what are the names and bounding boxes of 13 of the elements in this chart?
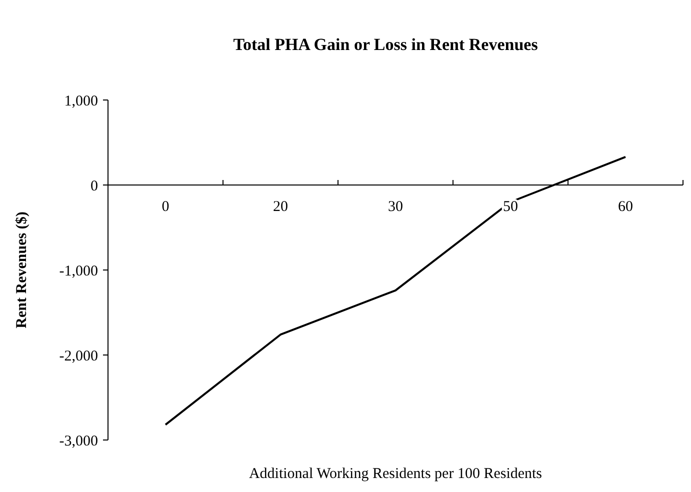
y-tick-label: 0 [90, 178, 98, 194]
x-axis-title: Additional Working Residents per 100 Residents [248, 466, 542, 482]
y-axis-title: Rent Revenues ($) [14, 212, 30, 328]
x-tick-label: 60 [618, 199, 633, 215]
x-tick-label: 20 [273, 199, 288, 215]
y-tick-label: -1,000 [59, 263, 98, 280]
x-tick-label: 50 [503, 199, 518, 215]
x-tick-label: 30 [388, 199, 403, 215]
y-tick-label: -2,000 [59, 348, 98, 364]
chart-title: Total PHA Gain or Loss in Rent Revenues [233, 35, 538, 54]
y-tick-label: -3,000 [59, 433, 98, 450]
x-tick-label: 0 [162, 199, 170, 215]
y-tick-label: 1,000 [64, 93, 98, 110]
